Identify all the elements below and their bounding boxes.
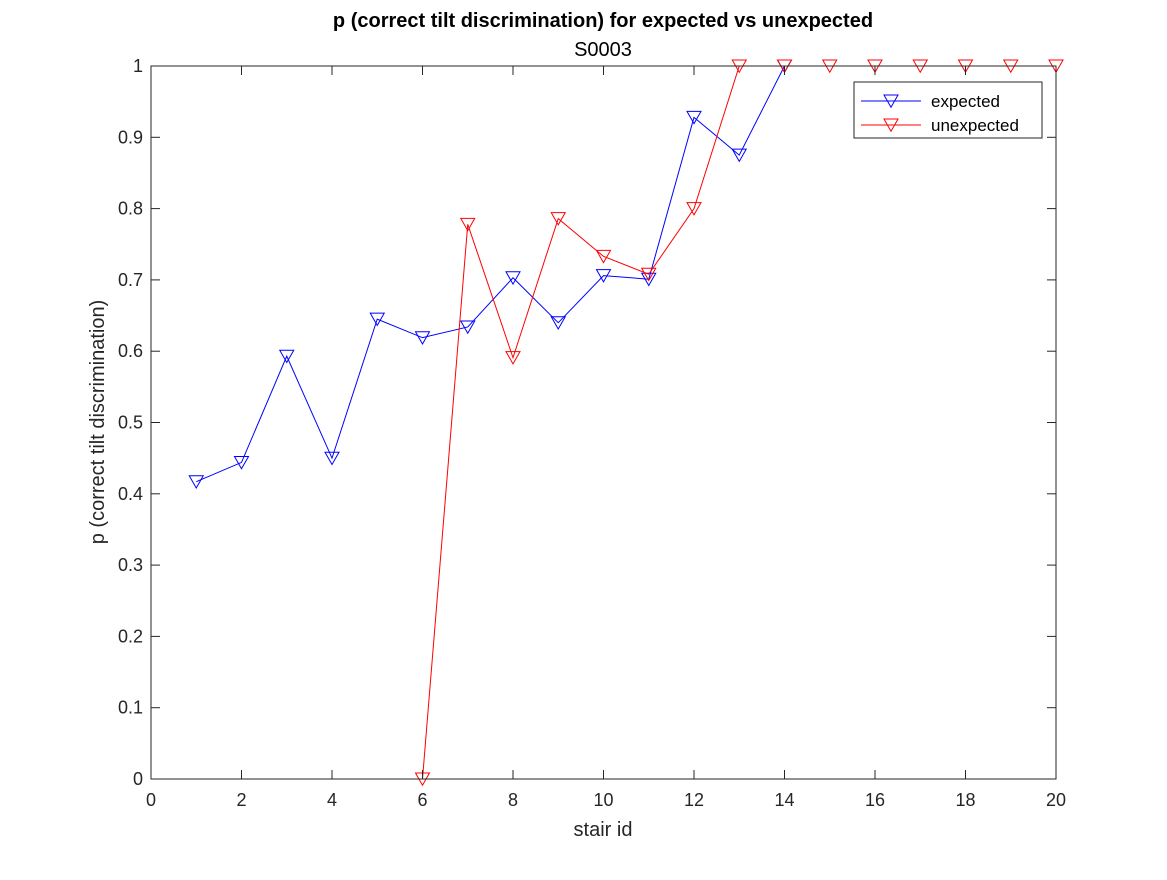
x-tick-label: 2 xyxy=(236,790,246,810)
data-point-unexpected xyxy=(550,212,567,226)
data-point-expected xyxy=(550,316,567,330)
ticks-layer: 0 2 4 6 8 10 12 14 16 18 20 0 0.1 0.2 0.3 0.4 0.5 0.6 0.7 0… xyxy=(118,56,1066,810)
legend-entries: expected unexpected xyxy=(861,92,1019,135)
x-tick-label: 8 xyxy=(508,790,518,810)
data-point-unexpected xyxy=(640,267,657,282)
data-point-expected xyxy=(324,451,340,466)
data-point-unexpected xyxy=(459,217,476,232)
data-point-expected xyxy=(369,312,386,327)
y-tick-label: 0.7 xyxy=(118,270,143,290)
x-tick-label: 14 xyxy=(774,790,794,810)
x-tick-label: 6 xyxy=(417,790,427,810)
x-tick-label: 0 xyxy=(146,790,156,810)
legend-marker-expected xyxy=(883,94,899,109)
y-axis-label: p (correct tilt discrimination) xyxy=(87,300,109,545)
data-point-expected xyxy=(414,331,431,345)
legend-label-unexpected: unexpected xyxy=(931,116,1019,135)
chart-title: p (correct tilt discrimination) for expe… xyxy=(333,10,873,32)
y-tick-label: 0.4 xyxy=(118,484,143,504)
data-point-expected xyxy=(233,455,250,470)
y-tick-label: 0 xyxy=(133,769,143,789)
data-point-expected xyxy=(731,148,748,163)
y-tick-label: 0.9 xyxy=(118,127,143,147)
y-tick-label: 0.1 xyxy=(118,698,143,718)
data-point-unexpected xyxy=(686,202,702,216)
y-tick-label: 0.8 xyxy=(118,199,143,219)
x-tick-label: 12 xyxy=(684,790,704,810)
legend: expected unexpected xyxy=(853,81,1043,139)
legend-box xyxy=(853,81,1043,139)
x-tick-label: 10 xyxy=(593,790,613,810)
x-tick-label: 20 xyxy=(1046,790,1066,810)
data-point-expected xyxy=(595,269,612,283)
x-axis-label: stair id xyxy=(574,819,633,841)
data-point-expected xyxy=(188,475,205,489)
y-tick-label: 0.2 xyxy=(118,626,143,646)
data-point-expected xyxy=(505,271,521,286)
legend-marker-unexpected xyxy=(883,118,899,133)
series-expected xyxy=(188,59,793,489)
legend-label-expected: expected xyxy=(931,92,1000,111)
y-tick-label: 0.6 xyxy=(118,341,143,361)
plot-area xyxy=(151,66,1056,779)
x-tick-label: 16 xyxy=(865,790,885,810)
data-point-unexpected xyxy=(505,351,521,365)
chart-subtitle: S0003 xyxy=(574,39,632,61)
y-tick-label: 1 xyxy=(133,56,143,76)
x-tick-label: 18 xyxy=(955,790,975,810)
x-tick-label: 4 xyxy=(327,790,337,810)
y-tick-label: 0.5 xyxy=(118,413,143,433)
data-point-expected xyxy=(686,110,702,125)
series-line-expected xyxy=(196,65,785,483)
data-point-unexpected xyxy=(595,249,612,264)
data-point-expected xyxy=(459,320,476,335)
y-tick-label: 0.3 xyxy=(118,555,143,575)
data-point-expected xyxy=(278,349,295,364)
axes-box xyxy=(150,65,1057,780)
data-point-expected xyxy=(640,272,657,287)
